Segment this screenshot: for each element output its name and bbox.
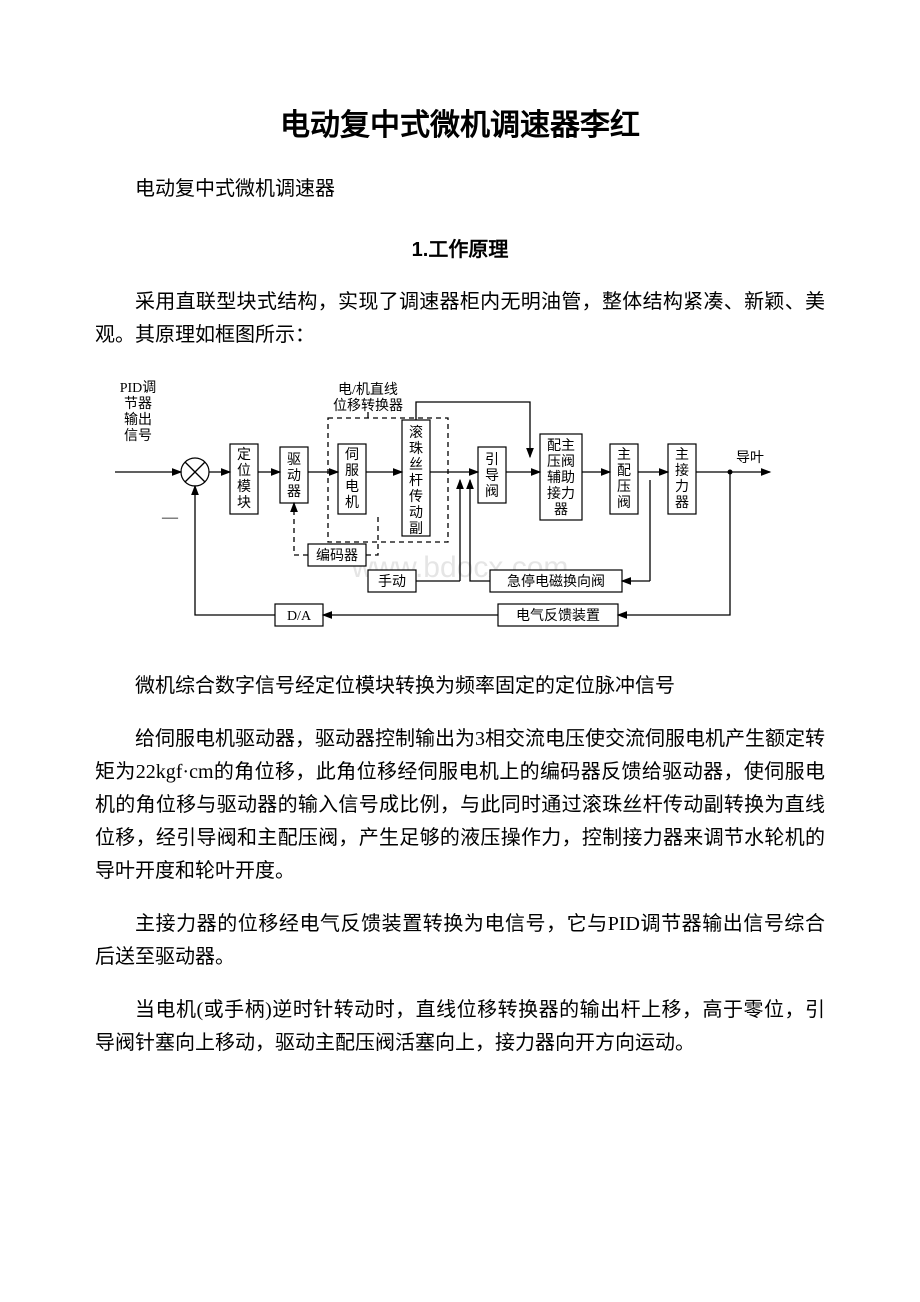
section-heading: 1.工作原理 (95, 233, 825, 262)
input-label: PID调 (120, 380, 157, 396)
output-label: 导叶 (736, 450, 764, 466)
svg-text:传: 传 (409, 489, 423, 505)
svg-text:接: 接 (675, 462, 689, 479)
paragraph-3: 给伺服电机驱动器，驱动器控制输出为3相交流电压使交流伺服电机产生额定转矩为22k… (95, 723, 825, 888)
svg-text:阀: 阀 (617, 495, 631, 511)
svg-text:信号: 信号 (124, 428, 152, 444)
svg-text:动: 动 (409, 505, 423, 521)
svg-text:块: 块 (237, 495, 251, 511)
svg-text:主: 主 (675, 447, 689, 463)
svg-text:电: 电 (345, 479, 359, 495)
svg-text:模: 模 (237, 479, 251, 495)
svg-text:D/A: D/A (287, 609, 312, 624)
paragraph-1: 采用直联型块式结构，实现了调速器柜内无明油管，整体结构紧凑、新颖、美观。其原理如… (95, 286, 825, 352)
svg-text:器: 器 (554, 503, 568, 518)
svg-text:杆: 杆 (409, 473, 423, 489)
svg-text:压阀: 压阀 (547, 454, 575, 470)
svg-text:输出: 输出 (124, 412, 152, 428)
svg-text:节器: 节器 (124, 396, 152, 412)
converter-label: 电/机直线 (338, 381, 398, 398)
svg-text:伺: 伺 (345, 447, 359, 463)
svg-text:动: 动 (287, 468, 301, 484)
svg-text:辅助: 辅助 (547, 470, 575, 486)
paragraph-2: 微机综合数字信号经定位模块转换为频率固定的定位脉冲信号 (95, 670, 825, 703)
svg-text:编码器: 编码器 (316, 548, 358, 564)
svg-text:力: 力 (675, 479, 689, 495)
svg-text:引: 引 (485, 452, 499, 468)
svg-text:手动: 手动 (378, 574, 406, 590)
svg-text:急停电磁换向阀: 急停电磁换向阀 (507, 573, 605, 590)
svg-text:滚: 滚 (409, 424, 423, 441)
svg-text:器: 器 (287, 485, 301, 500)
svg-text:主: 主 (617, 447, 631, 463)
document-title: 电动复中式微机调速器李红 (95, 100, 825, 144)
svg-text:导: 导 (485, 469, 499, 484)
svg-text:阀: 阀 (485, 484, 499, 500)
paragraph-4: 主接力器的位移经电气反馈装置转换为电信号，它与PID调节器输出信号综合后送至驱动… (95, 908, 825, 974)
svg-text:位: 位 (237, 463, 251, 479)
svg-text:接力: 接力 (547, 485, 575, 502)
svg-text:—: — (161, 509, 179, 526)
svg-text:配主: 配主 (547, 438, 575, 454)
svg-text:器: 器 (675, 496, 689, 511)
svg-text:副: 副 (409, 521, 423, 537)
svg-text:丝: 丝 (409, 457, 423, 473)
svg-text:定: 定 (237, 447, 251, 463)
svg-text:机: 机 (345, 495, 359, 511)
svg-text:位移转换器: 位移转换器 (333, 397, 403, 414)
svg-text:珠: 珠 (409, 441, 423, 457)
svg-text:服: 服 (345, 464, 359, 479)
svg-text:电气反馈装置: 电气反馈装置 (516, 608, 600, 624)
paragraph-5: 当电机(或手柄)逆时针转动时，直线位移转换器的输出杆上移，高于零位，引导阀针塞向… (95, 994, 825, 1060)
svg-text:配: 配 (617, 464, 631, 479)
document-subtitle: 电动复中式微机调速器 (95, 172, 825, 201)
svg-text:驱: 驱 (287, 452, 301, 468)
svg-text:压: 压 (617, 480, 631, 495)
block-diagram: www.bdocx.com PID调 节器 输出 信号 — 定 位 模 块 驱 … (95, 372, 825, 642)
